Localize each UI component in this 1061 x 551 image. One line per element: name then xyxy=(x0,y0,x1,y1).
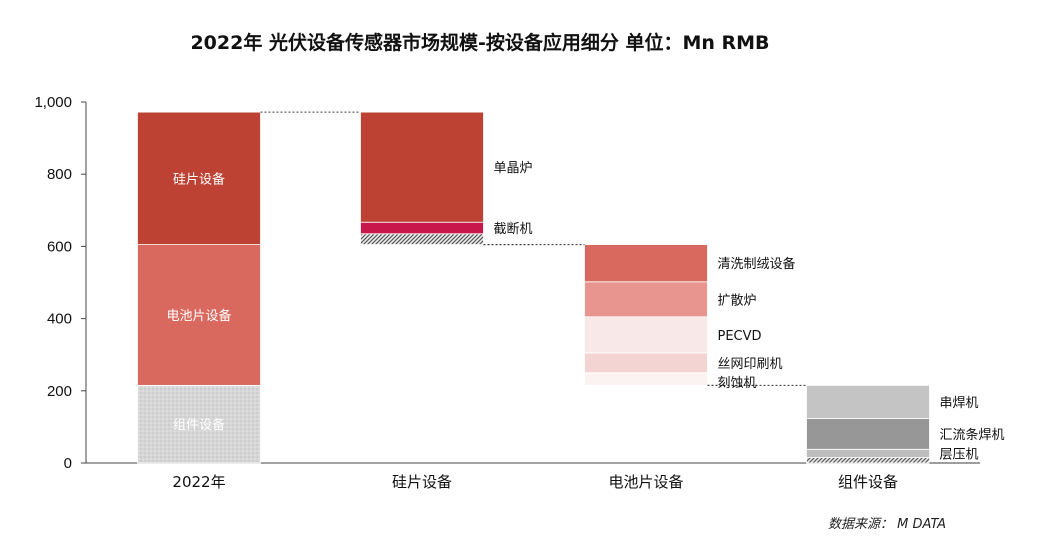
segment-label: 层压机 xyxy=(940,447,979,462)
bar-segment xyxy=(360,233,484,245)
y-tick-label: 800 xyxy=(47,166,72,183)
bar-segment xyxy=(584,281,708,318)
bar-segment xyxy=(360,111,484,223)
bar-segment-label: 电池片设备 xyxy=(166,308,231,324)
bar-segment xyxy=(584,316,708,354)
bar-segment xyxy=(584,352,708,374)
data-source-note: 数据来源： M DATA xyxy=(828,517,947,532)
segment-label: 汇流条焊机 xyxy=(940,427,1005,443)
bar-segment xyxy=(137,111,261,245)
segment-label: 刻蚀机 xyxy=(718,376,757,391)
bar-segment xyxy=(360,221,484,235)
chart-title: 2022年 光伏设备传感器市场规模-按设备应用细分 单位：Mn RMB xyxy=(190,32,770,54)
bar-segment xyxy=(806,384,930,419)
segment-label: PECVD xyxy=(718,329,762,344)
segment-label: 单晶炉 xyxy=(494,161,533,176)
x-tick-label: 2022年 xyxy=(172,473,225,491)
bar-segment-label: 组件设备 xyxy=(173,417,225,433)
bar-segment xyxy=(806,457,930,464)
segment-label: 丝网印刷机 xyxy=(718,357,783,372)
bar-segment xyxy=(584,244,708,283)
bar-segment xyxy=(806,448,930,458)
segment-label: 截断机 xyxy=(494,222,533,237)
bar-segment xyxy=(584,372,708,386)
y-tick-label: 400 xyxy=(47,311,72,328)
x-tick-label: 组件设备 xyxy=(838,473,898,491)
bar-segment xyxy=(806,418,930,450)
y-tick-label: 0 xyxy=(64,455,72,472)
bar-segment-label: 硅片设备 xyxy=(173,171,225,187)
y-tick-label: 600 xyxy=(47,238,72,255)
x-tick-label: 电池片设备 xyxy=(608,473,683,491)
segment-label: 串焊机 xyxy=(940,395,979,411)
bar-segment xyxy=(137,384,261,464)
y-tick-label: 200 xyxy=(47,383,72,400)
y-tick-label: 1,000 xyxy=(34,94,72,111)
segment-label: 扩散炉 xyxy=(718,293,757,308)
x-tick-label: 硅片设备 xyxy=(392,473,452,491)
segment-label: 清洗制绒设备 xyxy=(718,256,796,272)
bar-segment xyxy=(137,244,261,386)
